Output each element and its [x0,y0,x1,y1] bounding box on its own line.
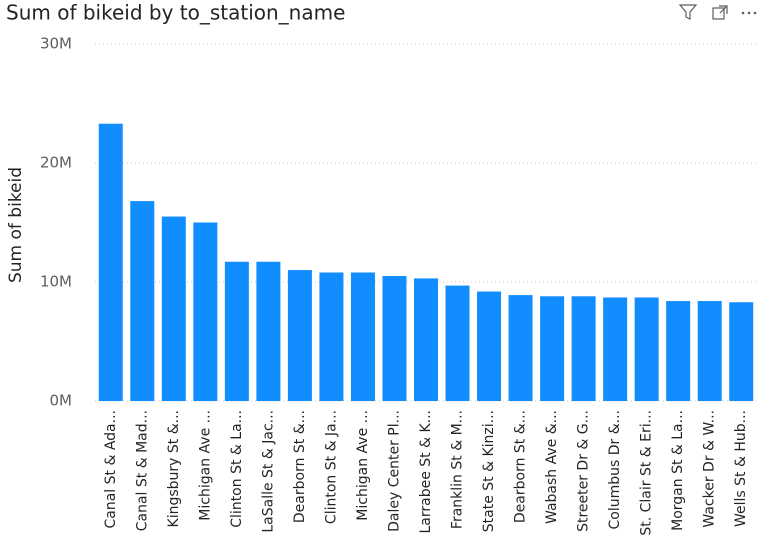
bar [224,261,249,401]
bar [382,276,407,401]
x-tick-label: Kingsbury St &... [166,410,182,527]
bar [445,285,470,401]
bar [729,302,754,401]
x-tick-label: Wacker Dr & W... [702,410,718,528]
x-tick-label: Columbus Dr &... [607,410,623,530]
x-tick-label: Canal St & Mad... [134,410,150,531]
chart-title: Sum of bikeid by to_station_name [6,1,345,25]
bar [161,216,186,401]
bar [603,297,628,401]
x-tick-label: Streeter Dr & G... [576,410,592,532]
bar [540,296,565,401]
x-tick-label: Michigan Ave ... [197,410,213,521]
x-tick-label: Michigan Ave ... [355,410,371,521]
x-tick-label: State St & Kinzi... [481,410,497,532]
x-tick-label: Morgan St & La... [670,410,686,531]
bar [477,291,502,401]
y-tick-label: 30M [40,35,72,53]
bar [130,201,155,401]
x-tick-label: Canal St & Ada... [103,410,119,529]
bar [350,272,375,401]
bar [193,222,218,401]
bar [634,297,659,401]
y-tick-label: 0M [50,392,73,410]
bar [319,272,344,401]
y-axis-title: Sum of bikeid [6,167,26,283]
x-tick-label: Clinton St & Ja... [323,410,339,524]
bar [571,296,596,401]
bar [508,295,533,401]
x-tick-label: Larrabee St & K... [418,410,434,534]
bar [666,301,691,401]
x-tick-label: St. Clair St & Eri... [639,410,655,536]
x-tick-label: Dearborn St &... [513,410,529,523]
x-tick-label: Wells St & Hub... [733,410,749,527]
bar [414,278,438,401]
filter-icon[interactable] [678,4,698,20]
bar [697,301,722,401]
y-tick-label: 10M [40,273,72,291]
more-options-icon[interactable] [741,11,757,15]
bar [256,261,281,401]
x-tick-label: LaSalle St & Jac... [260,410,276,533]
focus-mode-icon[interactable] [712,5,728,20]
y-tick-label: 20M [40,154,72,172]
bar [98,123,123,401]
x-tick-label: Daley Center Pl... [386,410,402,532]
bar [287,270,312,401]
x-tick-label: Franklin St & M... [450,410,466,529]
x-tick-label: Clinton St & La... [229,410,245,528]
x-tick-label: Wabash Ave &... [544,410,560,524]
x-tick-label: Dearborn St &... [292,410,308,523]
